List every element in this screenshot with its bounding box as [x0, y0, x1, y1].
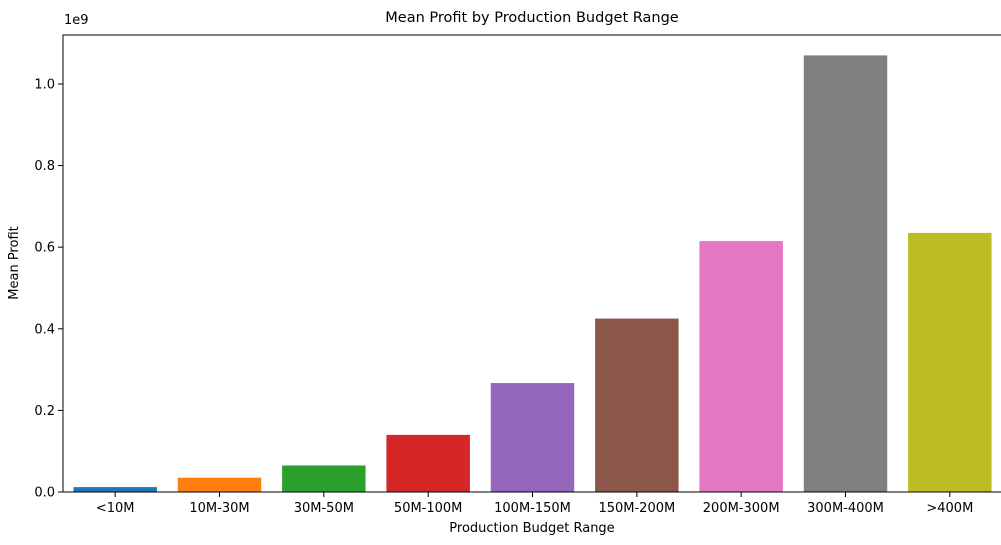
bar: [490, 383, 575, 492]
bar: [908, 232, 992, 492]
x-tick-label: <10M: [96, 501, 135, 516]
bar: [386, 434, 470, 492]
y-tick-label: 0.2: [34, 404, 55, 419]
x-tick-label: 100M-150M: [494, 501, 571, 516]
bar: [282, 465, 366, 492]
x-tick-label: >400M: [926, 501, 973, 516]
x-tick-label: 200M-300M: [703, 501, 780, 516]
bar: [177, 477, 262, 492]
y-tick-label: 0.6: [34, 241, 55, 256]
chart-title: Mean Profit by Production Budget Range: [385, 10, 678, 26]
y-tick-label: 0.8: [34, 159, 55, 174]
x-tick-label: 30M-50M: [294, 501, 354, 516]
bar: [803, 55, 888, 492]
y-tick-label: 0.0: [34, 486, 55, 501]
bar: [595, 318, 679, 492]
bar: [699, 241, 783, 492]
x-tick-label: 50M-100M: [394, 501, 462, 516]
x-tick-label: 150M-200M: [598, 501, 675, 516]
y-scale-label: 1e9: [64, 13, 89, 28]
x-tick-label: 300M-400M: [807, 501, 884, 516]
bar: [73, 487, 157, 492]
y-tick-label: 1.0: [34, 77, 55, 92]
plot-frame: [62, 34, 1001, 493]
x-tick-label: 10M-30M: [189, 501, 249, 516]
y-tick-label: 0.4: [34, 322, 55, 337]
y-axis-title: Mean Profit: [7, 226, 22, 299]
x-axis-title: Production Budget Range: [449, 521, 614, 536]
plot-area: 0.0 0.2 0.4 0.6 0.8 1.0 <10M 10M-30M 30M-50M 50M-…: [34, 55, 992, 516]
